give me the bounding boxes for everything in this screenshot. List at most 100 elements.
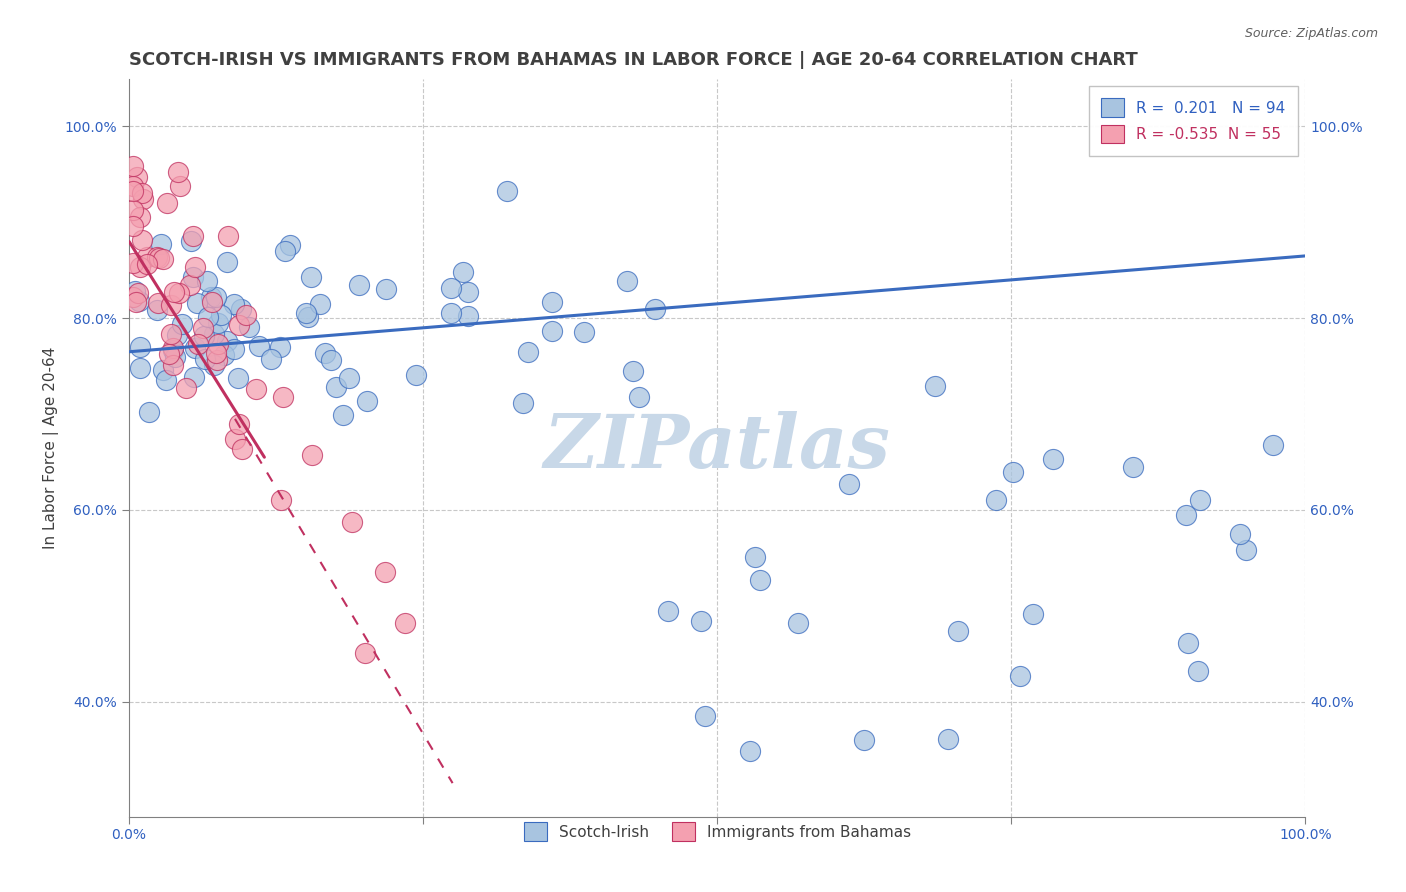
Point (148, 252, 170, 266)
Point (740, 744, 762, 758)
Point (299, 269, 322, 284)
Point (786, 615, 808, 630)
Point (121, 203, 143, 218)
Point (215, 255, 238, 269)
Point (260, 352, 283, 367)
Point (131, 233, 153, 247)
Point (197, 310, 219, 324)
Point (160, 298, 183, 312)
Point (1122, 460, 1144, 475)
Point (541, 324, 564, 338)
Point (924, 379, 946, 393)
Point (176, 381, 198, 395)
Point (145, 250, 167, 264)
Point (657, 604, 679, 618)
Text: ZIPatlas: ZIPatlas (544, 411, 890, 483)
Point (152, 363, 174, 377)
Point (1187, 664, 1209, 678)
Point (496, 184, 519, 198)
Point (146, 302, 169, 317)
Point (162, 359, 184, 373)
Point (301, 448, 323, 462)
Point (179, 277, 201, 292)
Point (1008, 669, 1031, 683)
Point (156, 195, 179, 210)
Point (121, 184, 143, 198)
Point (124, 284, 146, 298)
Point (621, 364, 644, 378)
Point (180, 234, 202, 248)
Point (453, 265, 475, 279)
Point (121, 256, 143, 270)
Point (1042, 452, 1064, 467)
Point (541, 294, 564, 309)
Point (207, 337, 229, 351)
Point (128, 360, 150, 375)
Point (744, 550, 766, 565)
Point (1229, 527, 1251, 541)
Point (405, 368, 427, 383)
Point (159, 347, 181, 361)
Point (347, 278, 370, 293)
Point (163, 350, 186, 364)
Point (184, 260, 207, 274)
Point (269, 340, 291, 354)
Point (224, 432, 246, 446)
Point (128, 293, 150, 308)
Point (125, 170, 148, 185)
Point (374, 565, 396, 579)
Point (209, 308, 232, 322)
Point (166, 327, 188, 342)
Point (167, 285, 190, 300)
Point (163, 285, 186, 299)
Point (748, 573, 770, 587)
Point (201, 294, 224, 309)
Point (319, 353, 342, 368)
Point (457, 310, 479, 324)
Point (169, 178, 191, 193)
Point (325, 380, 347, 394)
Point (231, 302, 253, 317)
Point (195, 274, 218, 288)
Point (270, 493, 292, 508)
Point (131, 186, 153, 200)
Point (222, 342, 245, 356)
Point (512, 396, 534, 410)
Point (574, 325, 596, 339)
Point (191, 321, 214, 335)
Point (308, 297, 330, 311)
Point (181, 229, 204, 244)
Point (1188, 492, 1211, 507)
Point (394, 616, 416, 631)
Point (693, 709, 716, 723)
Point (129, 210, 152, 224)
Point (152, 252, 174, 266)
Text: Source: ZipAtlas.com: Source: ZipAtlas.com (1244, 27, 1378, 40)
Point (228, 417, 250, 431)
Text: SCOTCH-IRISH VS IMMIGRANTS FROM BAHAMAS IN LABOR FORCE | AGE 20-64 CORRELATION C: SCOTCH-IRISH VS IMMIGRANTS FROM BAHAMAS … (129, 51, 1137, 69)
Y-axis label: In Labor Force | Age 20-64: In Labor Force | Age 20-64 (44, 346, 59, 549)
Point (194, 352, 217, 367)
Point (148, 295, 170, 310)
Point (135, 257, 157, 271)
Point (193, 329, 215, 343)
Point (183, 270, 205, 285)
Point (1263, 438, 1285, 452)
Point (354, 646, 377, 660)
Point (205, 290, 228, 304)
Point (1002, 465, 1025, 479)
Point (125, 295, 148, 310)
Point (135, 251, 157, 265)
Point (247, 339, 270, 353)
Point (155, 373, 177, 387)
Point (628, 390, 651, 404)
Point (516, 344, 538, 359)
Point (162, 343, 184, 357)
Point (183, 370, 205, 384)
Point (150, 237, 173, 252)
Point (167, 165, 190, 179)
Point (297, 310, 319, 325)
Point (1175, 508, 1198, 522)
Point (295, 306, 318, 320)
Point (207, 316, 229, 330)
